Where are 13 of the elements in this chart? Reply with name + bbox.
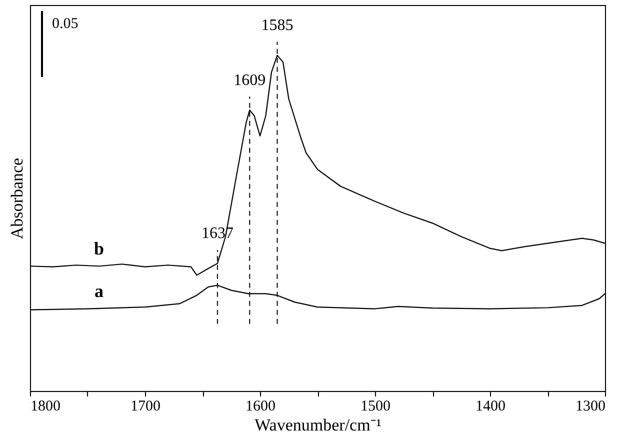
x-tick-label: 1500 xyxy=(360,398,390,414)
x-axis-title: Wavenumber/cm⁻¹ xyxy=(254,416,382,434)
ref-line-label: 1585 xyxy=(261,17,294,34)
x-tick-label: 1400 xyxy=(476,398,506,414)
text: 0.05 xyxy=(52,16,78,32)
x-tick-label: 1700 xyxy=(130,398,160,414)
ref-line-label: 1609 xyxy=(234,72,266,89)
series-label: a xyxy=(94,280,104,301)
series-label: b xyxy=(94,238,104,258)
x-tick-label: 1600 xyxy=(246,398,276,414)
x-tick-label: 1300 xyxy=(576,398,606,414)
y-axis-title: Absorbance xyxy=(8,158,26,240)
x-tick-label: 1800 xyxy=(30,398,60,414)
